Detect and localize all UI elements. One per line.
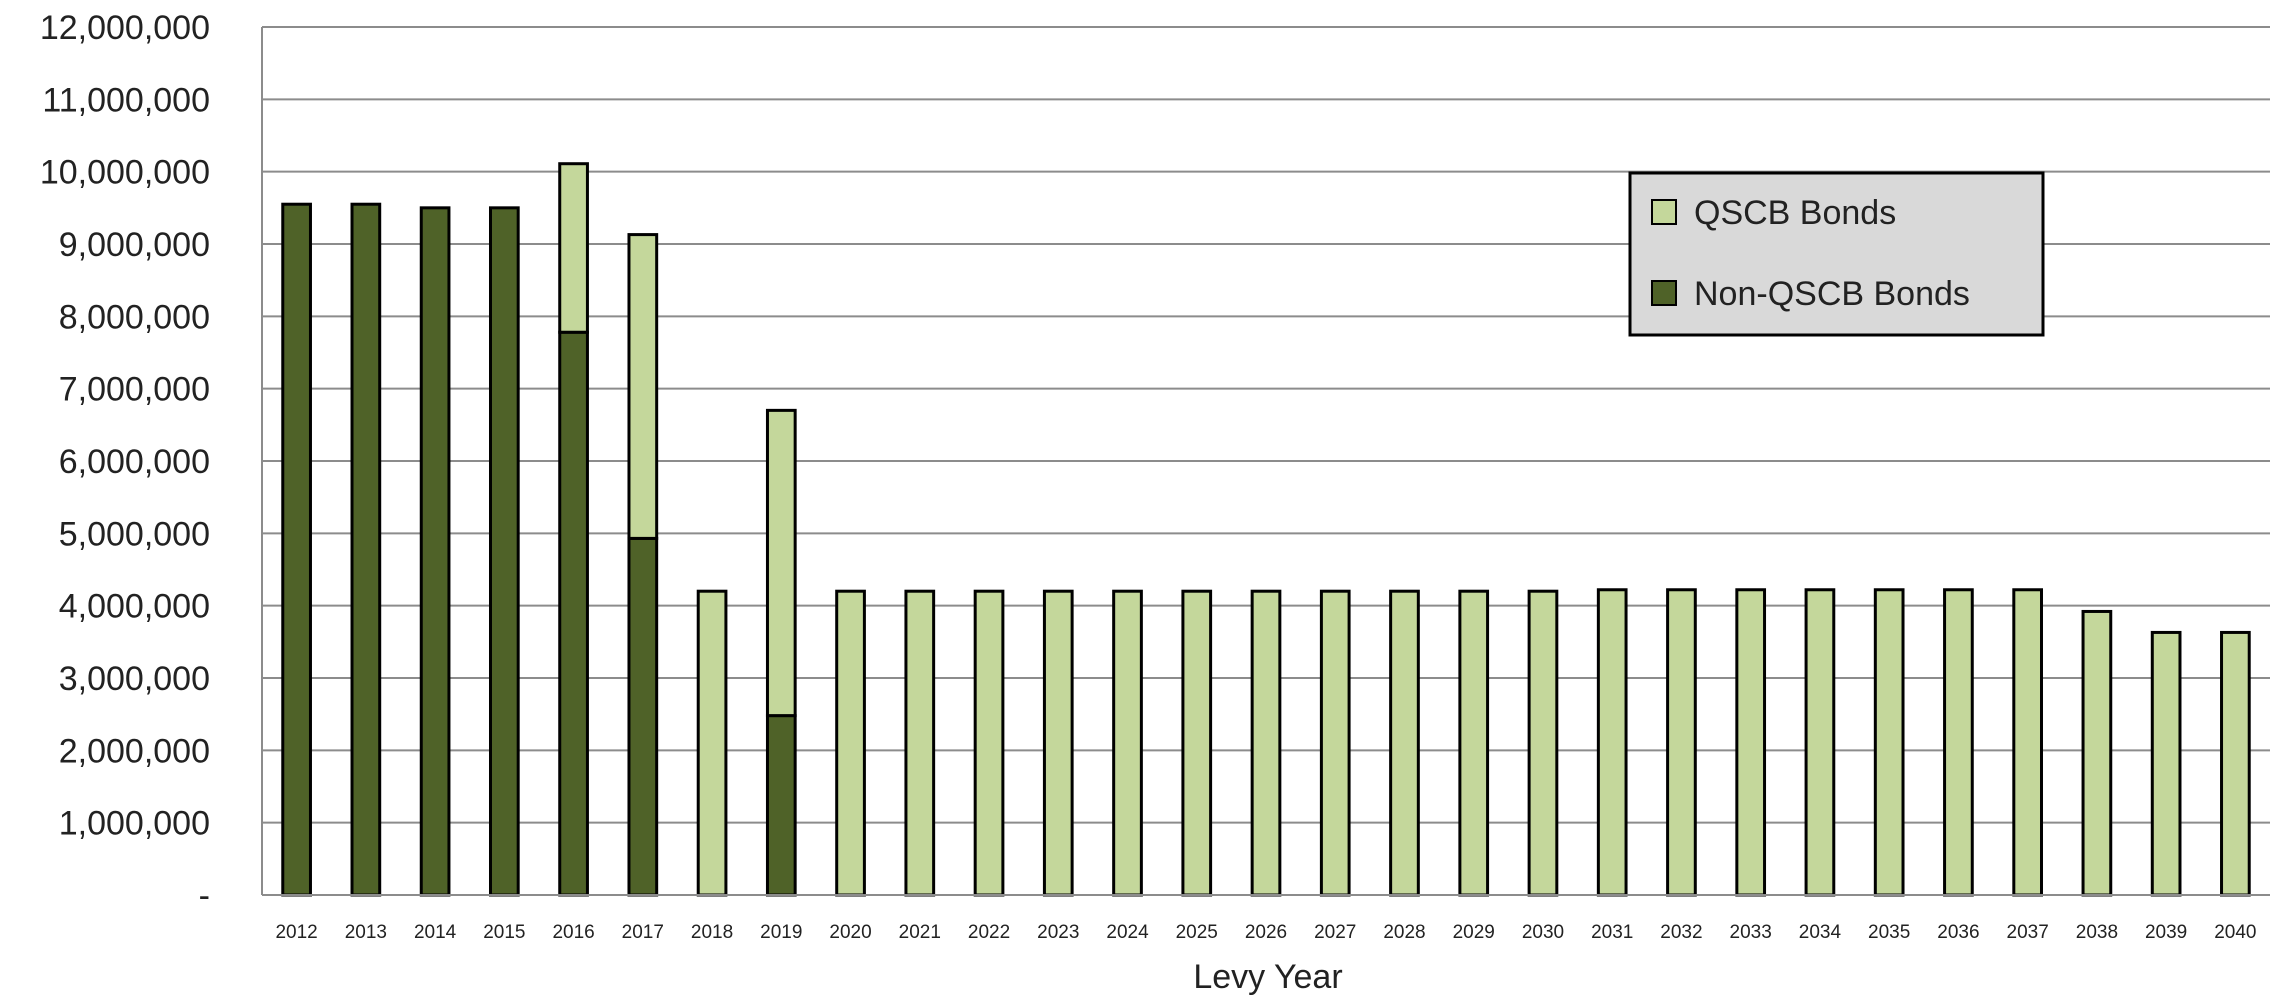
bar-qscb-bonds-2018 (696, 589, 728, 897)
x-tick-label: 2023 (1037, 922, 1079, 943)
bar-qscb-bonds-2032 (1666, 588, 1697, 897)
bar-qscb-bonds-2026 (1250, 589, 1282, 897)
bar-qscb-bonds-2024 (1112, 589, 1143, 897)
bar-qscb-bonds-2029 (1458, 589, 1490, 897)
legend-box (1628, 171, 2045, 337)
y-tick-label: 3,000,000 (59, 660, 210, 698)
bar-non-qscb-bonds-2013 (350, 202, 382, 897)
bar-qscb-bonds-2022 (973, 589, 1005, 897)
y-tick-label: 10,000,000 (40, 154, 210, 192)
x-tick-label: 2033 (1730, 922, 1772, 943)
legend-label-non-qscb: Non-QSCB Bonds (1694, 275, 1970, 313)
bar-non-qscb-bonds-2014 (419, 206, 451, 897)
bar-qscb-bonds-2031 (1596, 588, 1628, 897)
bar-qscb-bonds-2027 (1319, 589, 1351, 897)
bar-qscb-bonds-2039 (2150, 630, 2182, 897)
y-tick-label: 7,000,000 (59, 371, 210, 409)
y-tick-label: 9,000,000 (59, 226, 210, 264)
bar-non-qscb-bonds-2012 (281, 202, 312, 897)
x-tick-label: 2038 (2076, 922, 2118, 943)
legend: QSCB Bonds Non-QSCB Bonds (1628, 171, 2045, 337)
bar-qscb-bonds-2023 (1042, 589, 1074, 897)
x-tick-label: 2036 (1937, 922, 1979, 943)
x-tick-label: 2034 (1799, 922, 1842, 943)
x-tick-label: 2030 (1522, 922, 1564, 943)
axes (261, 27, 2270, 896)
legend-swatch-non-qscb (1651, 280, 1677, 306)
bar-non-qscb-bonds-2019 (765, 714, 797, 897)
bar-qscb-bonds-2019 (765, 408, 797, 718)
bar-qscb-bonds-2037 (2012, 588, 2044, 897)
legend-label-qscb: QSCB Bonds (1694, 194, 1896, 232)
y-tick-label: 6,000,000 (59, 443, 210, 481)
bar-qscb-bonds-2016 (558, 162, 589, 334)
bar-qscb-bonds-2034 (1804, 588, 1836, 897)
x-tick-label: 2014 (414, 922, 457, 943)
y-tick-label: - (199, 877, 210, 915)
bar-qscb-bonds-2038 (2081, 609, 2113, 897)
bar-qscb-bonds-2028 (1389, 589, 1420, 897)
y-tick-label: 2,000,000 (59, 732, 210, 770)
x-tick-label: 2016 (552, 922, 594, 943)
x-tick-label: 2037 (2007, 922, 2049, 943)
x-tick-label: 2022 (968, 922, 1010, 943)
x-tick-label: 2020 (829, 922, 871, 943)
x-tick-label: 2015 (483, 922, 525, 943)
y-tick-label: 1,000,000 (59, 805, 210, 843)
x-tick-label: 2012 (275, 922, 317, 943)
x-tick-label: 2013 (345, 922, 387, 943)
x-tick-label: 2039 (2145, 922, 2187, 943)
bar-non-qscb-bonds-2016 (558, 330, 589, 897)
x-tick-label: 2021 (899, 922, 941, 943)
bar-qscb-bonds-2020 (835, 589, 866, 897)
y-tick-label: 11,000,000 (42, 81, 210, 119)
bar-qscb-bonds-2036 (1943, 588, 1974, 897)
y-tick-label: 8,000,000 (59, 298, 210, 336)
bar-qscb-bonds-2017 (627, 233, 659, 540)
bar-qscb-bonds-2021 (904, 589, 936, 897)
x-tick-label: 2019 (760, 922, 802, 943)
bar-qscb-bonds-2025 (1181, 589, 1213, 897)
bar-qscb-bonds-2040 (2220, 630, 2251, 897)
x-tick-label: 2028 (1383, 922, 1425, 943)
x-tick-label: 2040 (2214, 922, 2256, 943)
x-tick-label: 2026 (1245, 922, 1287, 943)
bar-qscb-bonds-2033 (1735, 588, 1767, 897)
x-tick-label: 2029 (1453, 922, 1495, 943)
x-tick-label: 2024 (1106, 922, 1149, 943)
y-tick-label: 5,000,000 (59, 515, 210, 553)
x-tick-label: 2031 (1591, 922, 1633, 943)
x-tick-label: 2032 (1660, 922, 1702, 943)
y-axis-tick-labels: - 1,000,000 2,000,000 3,000,000 4,000,000 5,0… (40, 9, 210, 915)
x-tick-label: 2017 (622, 922, 664, 943)
bars (281, 162, 2251, 897)
x-axis-tick-labels: 2012 2013 2014 2015 2016 2017 2018 2019 2020 2021… (275, 922, 2256, 943)
x-tick-label: 2025 (1176, 922, 1218, 943)
x-axis-title: Levy Year (1193, 958, 1342, 996)
x-tick-label: 2035 (1868, 922, 1910, 943)
y-tick-label: 4,000,000 (59, 588, 210, 626)
y-tick-label: 12,000,000 (40, 9, 210, 47)
bar-non-qscb-bonds-2015 (488, 206, 520, 897)
bar-qscb-bonds-2030 (1527, 589, 1559, 897)
bar-qscb-bonds-2035 (1873, 588, 1905, 897)
bar-non-qscb-bonds-2017 (627, 536, 659, 897)
x-tick-label: 2027 (1314, 922, 1356, 943)
legend-swatch-qscb (1651, 199, 1677, 225)
x-tick-label: 2018 (691, 922, 733, 943)
